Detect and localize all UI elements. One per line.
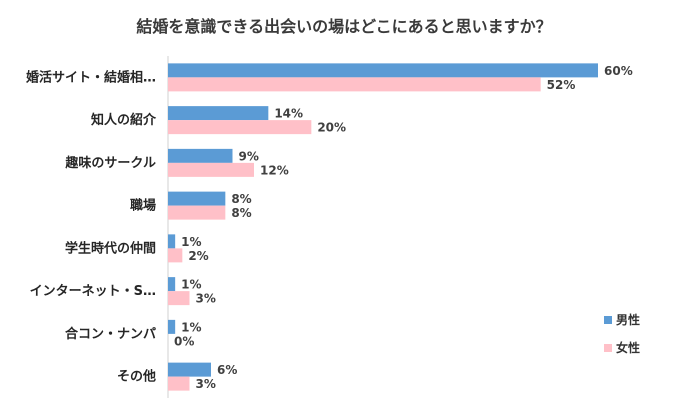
- category-label: 職場: [130, 198, 156, 214]
- data-label: 52%: [547, 78, 576, 92]
- legend-swatch: [604, 316, 612, 324]
- data-label: 3%: [196, 292, 216, 306]
- data-label: 12%: [260, 163, 289, 177]
- data-label: 3%: [196, 377, 216, 391]
- bar-female: [168, 120, 312, 135]
- bar-male: [168, 63, 598, 78]
- bar-male: [168, 148, 233, 163]
- bar-female: [168, 162, 254, 177]
- category-label: 趣味のサークル: [64, 155, 156, 171]
- bar-male: [168, 191, 226, 206]
- data-label: 1%: [181, 320, 201, 334]
- data-label: 6%: [217, 363, 237, 377]
- data-label: 1%: [181, 278, 201, 292]
- category-label: 学生時代の仲間: [65, 240, 156, 256]
- legend-swatch: [604, 344, 612, 352]
- category-label: 合コン・ナンパ: [65, 326, 156, 342]
- data-label: 0%: [174, 334, 194, 348]
- bars-group: [168, 63, 598, 391]
- bar-female: [168, 248, 183, 263]
- bar-male: [168, 106, 269, 121]
- bar-female: [168, 205, 226, 220]
- data-label: 2%: [188, 249, 208, 263]
- data-label: 9%: [239, 149, 259, 163]
- bar-male: [168, 277, 176, 292]
- bar-male: [168, 319, 176, 334]
- legend-label: 男性: [616, 312, 640, 327]
- bar-female: [168, 291, 190, 306]
- bar-male: [168, 234, 176, 249]
- category-label: 婚活サイト・結婚相…: [26, 69, 156, 85]
- data-label: 60%: [604, 64, 633, 78]
- bar-male: [168, 362, 211, 377]
- data-label: 8%: [231, 192, 251, 206]
- data-label: 8%: [231, 206, 251, 220]
- data-label: 20%: [317, 121, 346, 135]
- bar-female: [168, 376, 190, 391]
- category-label: その他: [117, 369, 156, 385]
- data-label: 1%: [181, 235, 201, 249]
- category-labels: 婚活サイト・結婚相… 知人の紹介趣味のサークル職場学生時代の仲間インターネット・S…: [26, 69, 157, 384]
- legend-label: 女性: [616, 340, 640, 355]
- chart-title: 結婚を意識できる出会いの場はどこにあると思いますか？: [136, 17, 551, 36]
- value-labels: 60%52%14%20%9%12%8%8%1%2%1%3%1%0%6%3%: [174, 64, 633, 391]
- category-label: インターネット・S…: [30, 284, 156, 299]
- category-label: 知人の紹介: [91, 112, 157, 128]
- data-label: 14%: [274, 107, 303, 121]
- bar-female: [168, 77, 541, 92]
